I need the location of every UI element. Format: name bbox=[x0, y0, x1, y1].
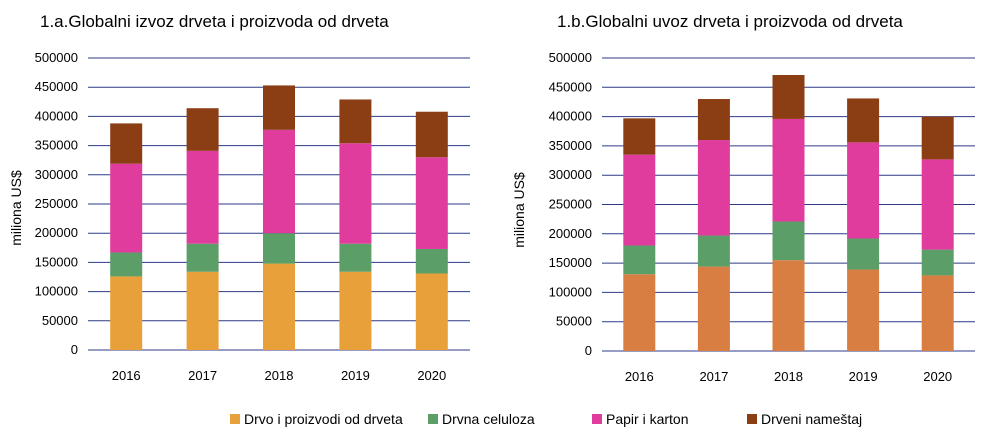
y-tick-label: 250000 bbox=[35, 196, 78, 211]
chart-1a-title: 1.a.Globalni izvoz drveta i proizvoda od… bbox=[40, 12, 389, 31]
bar-2020-celuloza bbox=[415, 248, 448, 274]
bar-2018-celuloza bbox=[772, 221, 805, 261]
bar-2017-celuloza bbox=[186, 243, 219, 272]
y-tick-label: 100000 bbox=[35, 284, 78, 299]
y-tick-label: 350000 bbox=[35, 138, 78, 153]
bar-2018-drvo bbox=[772, 260, 805, 351]
bar-2017-drvo bbox=[186, 271, 219, 350]
bar-2019-celuloza bbox=[339, 243, 372, 272]
legend-swatch-celuloza bbox=[428, 414, 438, 424]
legend-label-namestaj: Drveni nameštaj bbox=[761, 411, 862, 427]
chart-1b-bars bbox=[623, 74, 954, 351]
bar-2017-namestaj bbox=[186, 108, 219, 151]
y-tick-label: 0 bbox=[585, 343, 592, 358]
x-tick-label: 2016 bbox=[112, 368, 141, 383]
y-tick-label: 150000 bbox=[35, 254, 78, 269]
y-tick-label: 150000 bbox=[549, 255, 592, 270]
chart-1a-ylabel: miliona US$ bbox=[8, 170, 24, 246]
chart-1b-y-ticks: 5000004500004000003500003000002500002000… bbox=[549, 50, 592, 358]
x-tick-label: 2020 bbox=[923, 369, 952, 384]
bar-2019-drvo bbox=[847, 269, 880, 351]
legend-label-papir: Papir i karton bbox=[606, 411, 688, 427]
x-tick-label: 2016 bbox=[625, 369, 654, 384]
chart-1a-y-ticks: 5000004500004000003500003000002500002000… bbox=[35, 50, 78, 357]
x-tick-label: 2017 bbox=[699, 369, 728, 384]
bar-2016-drvo bbox=[110, 276, 143, 350]
bar-2016-papir bbox=[110, 163, 143, 253]
legend-label-celuloza: Drvna celuloza bbox=[442, 411, 535, 427]
chart-1b: 1.b.Globalni uvoz drveta i proizvoda od … bbox=[511, 12, 975, 384]
bar-2018-drvo bbox=[263, 263, 295, 350]
bar-2018-namestaj bbox=[772, 74, 805, 119]
x-tick-label: 2019 bbox=[849, 369, 878, 384]
x-tick-label: 2017 bbox=[188, 368, 217, 383]
bar-2016-namestaj bbox=[623, 118, 656, 155]
bar-2017-papir bbox=[186, 150, 219, 244]
bar-2019-papir bbox=[847, 142, 880, 239]
bar-2019-namestaj bbox=[847, 98, 880, 143]
bar-2017-papir bbox=[697, 140, 730, 236]
chart-1b-x-ticks: 2016 2017 2018 2019 2020 bbox=[625, 369, 952, 384]
legend-item-namestaj: Drveni nameštaj bbox=[747, 411, 862, 427]
bar-2017-celuloza bbox=[697, 235, 730, 267]
y-tick-label: 300000 bbox=[549, 167, 592, 182]
bar-2020-namestaj bbox=[415, 111, 448, 158]
bar-2019-namestaj bbox=[339, 99, 372, 144]
bar-2019-papir bbox=[339, 143, 372, 244]
x-tick-label: 2018 bbox=[265, 368, 294, 383]
bar-2019-drvo bbox=[339, 271, 372, 350]
y-tick-label: 450000 bbox=[549, 79, 592, 94]
y-tick-label: 400000 bbox=[549, 109, 592, 124]
bar-2016-celuloza bbox=[623, 245, 656, 275]
legend-label-drvo: Drvo i proizvodi od drveta bbox=[244, 411, 403, 427]
bar-2020-drvo bbox=[415, 273, 448, 350]
chart-1a: 1.a.Globalni izvoz drveta i proizvoda od… bbox=[8, 12, 470, 383]
legend-swatch-namestaj bbox=[747, 414, 757, 424]
chart-1a-x-ticks: 2016 2017 2018 2019 2020 bbox=[112, 368, 447, 383]
bar-2020-papir bbox=[921, 159, 954, 250]
legend-swatch-drvo bbox=[230, 414, 240, 424]
bar-2018-celuloza bbox=[263, 233, 295, 264]
y-tick-label: 250000 bbox=[549, 197, 592, 212]
legend-swatch-papir bbox=[592, 414, 602, 424]
y-tick-label: 500000 bbox=[35, 50, 78, 65]
bar-2019-celuloza bbox=[847, 238, 880, 270]
bar-2016-papir bbox=[623, 154, 656, 246]
y-tick-label: 50000 bbox=[556, 314, 592, 329]
bar-2016-namestaj bbox=[110, 123, 143, 164]
y-tick-label: 0 bbox=[71, 342, 78, 357]
chart-1b-title: 1.b.Globalni uvoz drveta i proizvoda od … bbox=[557, 12, 903, 31]
x-tick-label: 2020 bbox=[417, 368, 446, 383]
chart-1a-bars bbox=[110, 85, 448, 350]
bar-2020-drvo bbox=[921, 275, 954, 351]
x-tick-label: 2018 bbox=[774, 369, 803, 384]
y-tick-label: 350000 bbox=[549, 138, 592, 153]
chart-1b-ylabel: miliona US$ bbox=[511, 172, 527, 248]
legend: Drvo i proizvodi od drveta Drvna celuloz… bbox=[230, 411, 862, 427]
bar-2020-celuloza bbox=[921, 249, 954, 276]
y-tick-label: 200000 bbox=[549, 226, 592, 241]
bar-2020-namestaj bbox=[921, 116, 954, 160]
legend-item-celuloza: Drvna celuloza bbox=[428, 411, 535, 427]
bar-2020-papir bbox=[415, 157, 448, 249]
legend-item-papir: Papir i karton bbox=[592, 411, 688, 427]
y-tick-label: 100000 bbox=[549, 284, 592, 299]
bar-2017-drvo bbox=[697, 266, 730, 351]
legend-item-drvo: Drvo i proizvodi od drveta bbox=[230, 411, 403, 427]
bar-2018-papir bbox=[263, 129, 295, 234]
bar-2018-papir bbox=[772, 118, 805, 222]
bar-2016-celuloza bbox=[110, 252, 143, 277]
y-tick-label: 500000 bbox=[549, 50, 592, 65]
y-tick-label: 200000 bbox=[35, 225, 78, 240]
x-tick-label: 2019 bbox=[341, 368, 370, 383]
bar-2018-namestaj bbox=[263, 85, 295, 130]
y-tick-label: 50000 bbox=[42, 313, 78, 328]
y-tick-label: 300000 bbox=[35, 167, 78, 182]
y-tick-label: 400000 bbox=[35, 108, 78, 123]
bar-2017-namestaj bbox=[697, 99, 730, 141]
bar-2016-drvo bbox=[623, 274, 656, 351]
y-tick-label: 450000 bbox=[35, 79, 78, 94]
